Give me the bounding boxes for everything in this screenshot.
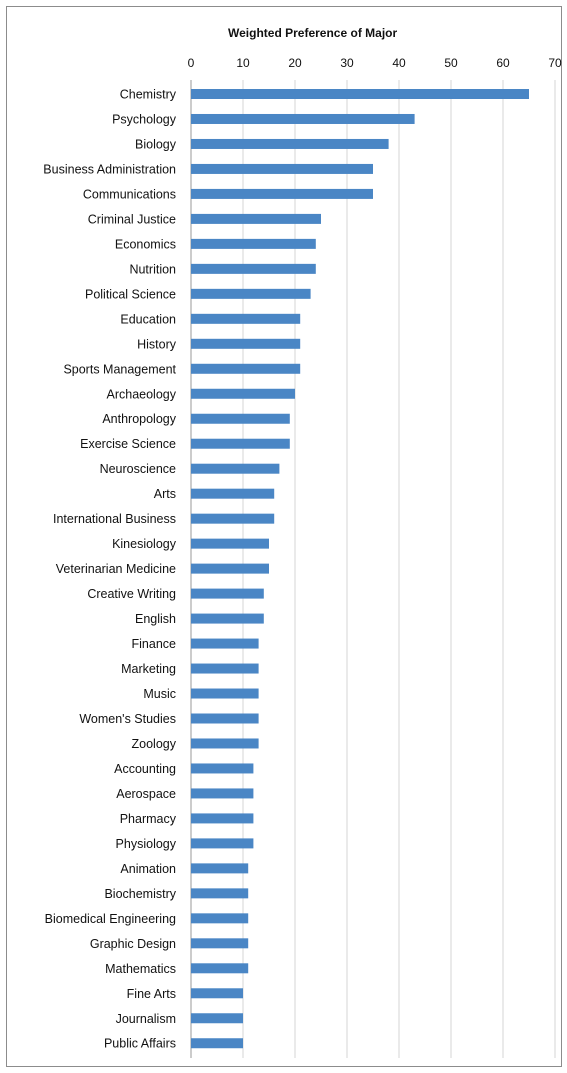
- category-label: Sports Management: [63, 362, 176, 376]
- bar: [191, 913, 249, 924]
- bar: [191, 138, 389, 149]
- x-tick-label: 0: [188, 56, 195, 70]
- bar: [191, 438, 290, 449]
- bar: [191, 813, 254, 824]
- category-label: Economics: [115, 237, 176, 251]
- category-label: Biomedical Engineering: [45, 912, 176, 926]
- bar: [191, 388, 295, 399]
- category-label: Marketing: [121, 662, 176, 676]
- category-label: Pharmacy: [120, 812, 177, 826]
- bar: [191, 1013, 243, 1024]
- bars: [191, 89, 529, 1049]
- bar: [191, 763, 254, 774]
- bar: [191, 313, 301, 324]
- category-label: Graphic Design: [90, 937, 176, 951]
- category-label: Kinesiology: [112, 537, 177, 551]
- bar: [191, 588, 264, 599]
- bar: [191, 89, 529, 99]
- bar: [191, 788, 254, 799]
- bar: [191, 613, 264, 624]
- category-label: Business Administration: [43, 162, 176, 176]
- category-label: Veterinarian Medicine: [56, 562, 176, 576]
- category-label: Physiology: [116, 837, 177, 851]
- bar: [191, 163, 373, 174]
- category-label: Journalism: [116, 1012, 176, 1026]
- bar: [191, 363, 301, 374]
- bar: [191, 213, 321, 224]
- x-axis-ticks: 0 10 20 30 40 50 60 70: [188, 56, 562, 70]
- x-tick-label: 30: [340, 56, 354, 70]
- category-label: Archaeology: [107, 387, 177, 401]
- category-label: English: [135, 612, 176, 626]
- chart-title: Weighted Preference of Major: [228, 26, 398, 40]
- category-label: Communications: [83, 187, 176, 201]
- bar: [191, 463, 280, 474]
- category-label: Creative Writing: [87, 587, 176, 601]
- bar: [191, 688, 259, 699]
- x-tick-label: 60: [496, 56, 510, 70]
- category-label: Animation: [120, 862, 176, 876]
- category-label: Criminal Justice: [88, 212, 176, 226]
- category-label: Education: [120, 312, 176, 326]
- category-label: Women's Studies: [79, 712, 176, 726]
- category-label: International Business: [53, 512, 176, 526]
- bar: [191, 238, 316, 249]
- category-labels: Chemistry Psychology Biology Business Admin…: [43, 88, 176, 1051]
- bar: [191, 838, 254, 849]
- bar: [191, 188, 373, 199]
- x-tick-label: 10: [236, 56, 250, 70]
- bar: [191, 938, 249, 949]
- category-label: Music: [143, 687, 176, 701]
- category-label: Biochemistry: [104, 887, 176, 901]
- category-label: Mathematics: [105, 962, 176, 976]
- bar: [191, 863, 249, 874]
- chart-frame: [6, 6, 562, 1067]
- category-label: Anthropology: [102, 412, 176, 426]
- category-label: Political Science: [85, 287, 176, 301]
- bar: [191, 738, 259, 749]
- x-tick-label: 40: [392, 56, 406, 70]
- bar: [191, 113, 415, 124]
- bar: [191, 413, 290, 424]
- category-label: Public Affairs: [104, 1037, 176, 1051]
- category-label: Neuroscience: [100, 462, 176, 476]
- bar: [191, 713, 259, 724]
- category-label: Psychology: [112, 112, 177, 126]
- category-label: Zoology: [132, 737, 177, 751]
- category-label: Arts: [154, 487, 176, 501]
- x-tick-label: 70: [548, 56, 562, 70]
- bar: [191, 888, 249, 899]
- bar: [191, 638, 259, 649]
- x-tick-label: 50: [444, 56, 458, 70]
- category-label: Chemistry: [120, 88, 177, 102]
- bar: [191, 338, 301, 349]
- bar: [191, 988, 243, 999]
- bar: [191, 488, 275, 499]
- category-label: Fine Arts: [127, 987, 176, 1001]
- category-label: History: [137, 337, 177, 351]
- bar: [191, 513, 275, 524]
- bar: [191, 263, 316, 274]
- category-label: Exercise Science: [80, 437, 176, 451]
- bar: [191, 963, 249, 974]
- bar: [191, 538, 269, 549]
- bar: [191, 288, 311, 299]
- category-label: Accounting: [114, 762, 176, 776]
- category-label: Finance: [132, 637, 177, 651]
- bar: [191, 663, 259, 674]
- bar: [191, 1038, 243, 1049]
- gridlines: [190, 80, 556, 1058]
- category-label: Biology: [135, 137, 177, 151]
- x-tick-label: 20: [288, 56, 302, 70]
- category-label: Aerospace: [116, 787, 176, 801]
- bar: [191, 563, 269, 574]
- category-label: Nutrition: [129, 262, 176, 276]
